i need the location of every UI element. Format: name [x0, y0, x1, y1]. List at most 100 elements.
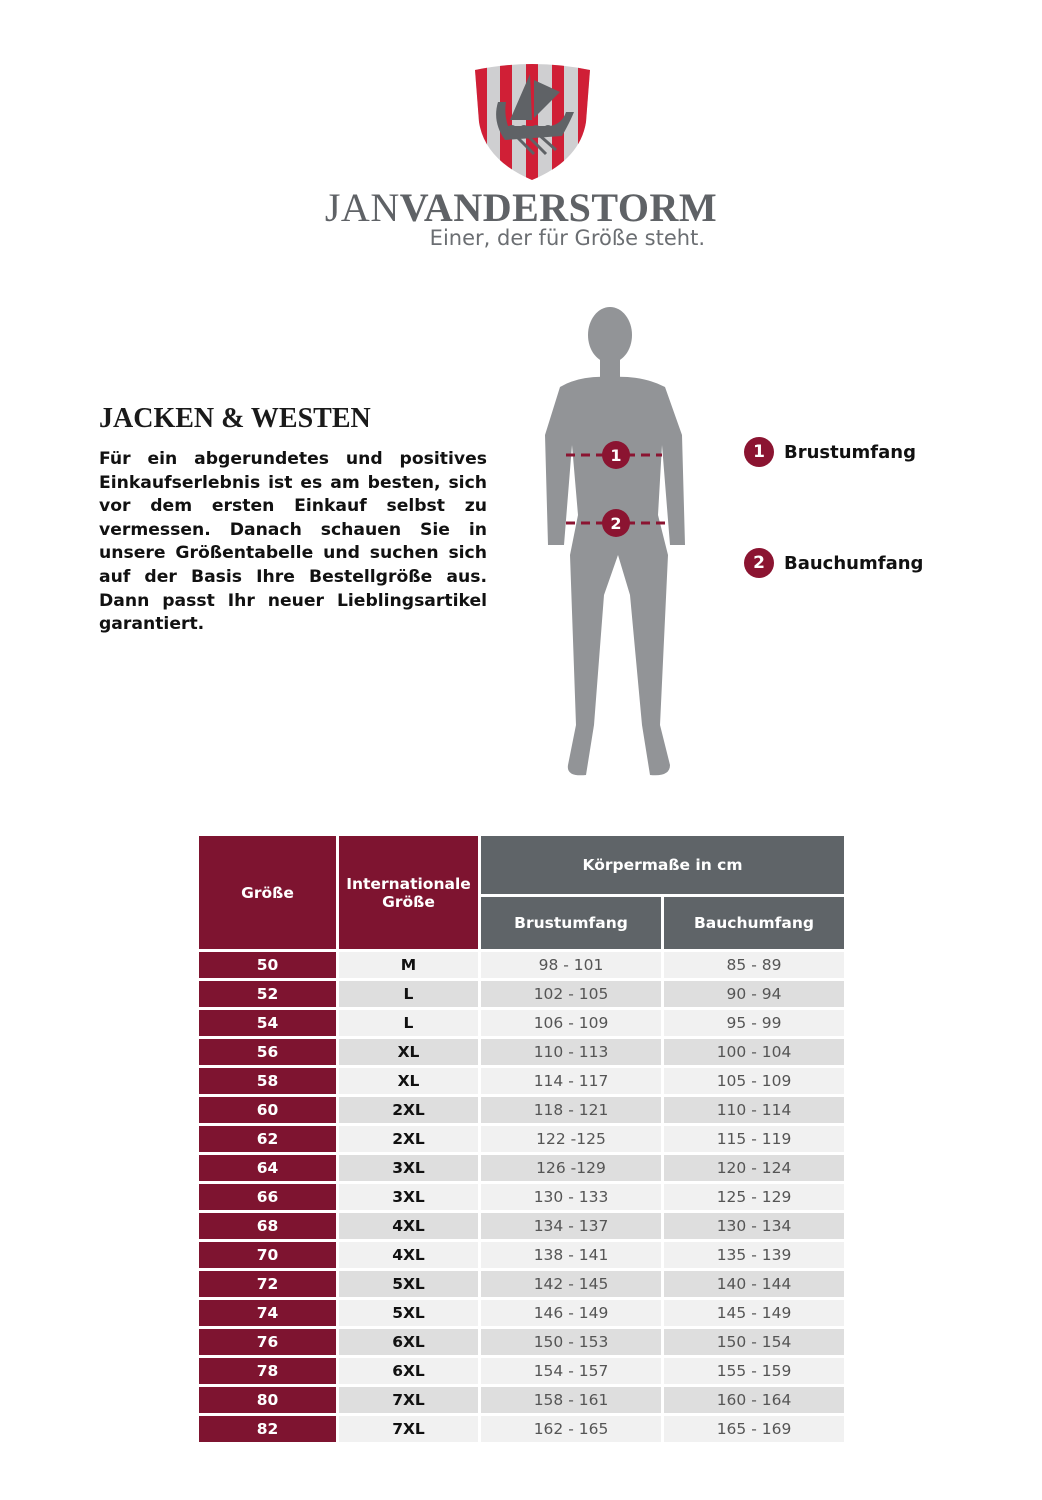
number-badge: 2	[744, 548, 774, 578]
header-intl-size: Internationale Größe	[339, 836, 478, 949]
chest-cell: 146 - 149	[481, 1300, 661, 1326]
belly-cell: 115 - 119	[664, 1126, 844, 1152]
table-row: 76 6XL 150 - 153 150 - 154	[199, 1329, 844, 1355]
intl-size-cell: 7XL	[339, 1387, 478, 1413]
size-cell: 64	[199, 1155, 336, 1181]
number-badge: 1	[744, 437, 774, 467]
belly-cell: 155 - 159	[664, 1358, 844, 1384]
table-row: 82 7XL 162 - 165 165 - 169	[199, 1416, 844, 1442]
belly-cell: 95 - 99	[664, 1010, 844, 1036]
intl-size-cell: 4XL	[339, 1213, 478, 1239]
marker-1	[602, 441, 630, 469]
table-row: 62 2XL 122 -125 115 - 119	[199, 1126, 844, 1152]
size-cell: 76	[199, 1329, 336, 1355]
intl-size-cell: XL	[339, 1039, 478, 1065]
chest-cell: 154 - 157	[481, 1358, 661, 1384]
table-row: 50 M 98 - 101 85 - 89	[199, 952, 844, 978]
legend-item-belly: 2 Bauchumfang	[744, 548, 923, 578]
table-row: 58 XL 114 - 117 105 - 109	[199, 1068, 844, 1094]
intl-size-cell: 5XL	[339, 1271, 478, 1297]
chest-cell: 122 -125	[481, 1126, 661, 1152]
table-row: 70 4XL 138 - 141 135 - 139	[199, 1242, 844, 1268]
table-row: 68 4XL 134 - 137 130 - 134	[199, 1213, 844, 1239]
table-row: 54 L 106 - 109 95 - 99	[199, 1010, 844, 1036]
chest-cell: 134 - 137	[481, 1213, 661, 1239]
body-silhouette-figure: 1 2	[545, 307, 685, 776]
table-row: 72 5XL 142 - 145 140 - 144	[199, 1271, 844, 1297]
intl-size-cell: L	[339, 1010, 478, 1036]
legend-label: Bauchumfang	[784, 552, 924, 574]
chest-cell: 126 -129	[481, 1155, 661, 1181]
legend-item-chest: 1 Brustumfang	[744, 437, 916, 467]
table-row: 52 L 102 - 105 90 - 94	[199, 981, 844, 1007]
header-body-measures: Körpermaße in cm	[481, 836, 844, 894]
table-row: 56 XL 110 - 113 100 - 104	[199, 1039, 844, 1065]
header-size: Größe	[199, 836, 336, 949]
size-cell: 74	[199, 1300, 336, 1326]
table-row: 78 6XL 154 - 157 155 - 159	[199, 1358, 844, 1384]
belly-cell: 125 - 129	[664, 1184, 844, 1210]
belly-cell: 160 - 164	[664, 1387, 844, 1413]
chest-cell: 98 - 101	[481, 952, 661, 978]
size-cell: 60	[199, 1097, 336, 1123]
brand-wordmark: JANVANDERSTORM	[324, 185, 718, 230]
size-cell: 58	[199, 1068, 336, 1094]
section-title: JACKEN & WESTEN	[99, 403, 371, 434]
intl-size-cell: 6XL	[339, 1358, 478, 1384]
table-row: 74 5XL 146 - 149 145 - 149	[199, 1300, 844, 1326]
belly-cell: 165 - 169	[664, 1416, 844, 1442]
belly-cell: 110 - 114	[664, 1097, 844, 1123]
table-row: 64 3XL 126 -129 120 - 124	[199, 1155, 844, 1181]
legend-label: Brustumfang	[784, 441, 916, 463]
chest-cell: 162 - 165	[481, 1416, 661, 1442]
table-row: 66 3XL 130 - 133 125 - 129	[199, 1184, 844, 1210]
chest-cell: 138 - 141	[481, 1242, 661, 1268]
size-cell: 54	[199, 1010, 336, 1036]
size-cell: 70	[199, 1242, 336, 1268]
belly-cell: 150 - 154	[664, 1329, 844, 1355]
svg-text:1: 1	[610, 446, 621, 465]
belly-cell: 105 - 109	[664, 1068, 844, 1094]
chest-cell: 130 - 133	[481, 1184, 661, 1210]
brand-tagline: Einer, der für Größe steht.	[429, 226, 705, 250]
svg-text:2: 2	[610, 514, 621, 533]
header-chest: Brustumfang	[481, 897, 661, 949]
chest-cell: 150 - 153	[481, 1329, 661, 1355]
intl-size-cell: 2XL	[339, 1126, 478, 1152]
section-description: Für ein abgerundetes und positives Einka…	[99, 449, 487, 635]
intl-size-cell: 6XL	[339, 1329, 478, 1355]
size-cell: 56	[199, 1039, 336, 1065]
belly-cell: 120 - 124	[664, 1155, 844, 1181]
size-cell: 62	[199, 1126, 336, 1152]
size-cell: 78	[199, 1358, 336, 1384]
belly-cell: 135 - 139	[664, 1242, 844, 1268]
intl-size-cell: 4XL	[339, 1242, 478, 1268]
belly-cell: 90 - 94	[664, 981, 844, 1007]
intl-size-cell: 3XL	[339, 1155, 478, 1181]
intl-size-cell: 5XL	[339, 1300, 478, 1326]
intl-size-cell: 3XL	[339, 1184, 478, 1210]
chest-cell: 106 - 109	[481, 1010, 661, 1036]
chest-cell: 118 - 121	[481, 1097, 661, 1123]
belly-cell: 100 - 104	[664, 1039, 844, 1065]
chest-cell: 110 - 113	[481, 1039, 661, 1065]
size-cell: 80	[199, 1387, 336, 1413]
brand-shield-logo	[475, 64, 590, 180]
table-row: 60 2XL 118 - 121 110 - 114	[199, 1097, 844, 1123]
belly-cell: 140 - 144	[664, 1271, 844, 1297]
table-row: 80 7XL 158 - 161 160 - 164	[199, 1387, 844, 1413]
chest-cell: 114 - 117	[481, 1068, 661, 1094]
marker-2	[602, 509, 630, 537]
chest-cell: 158 - 161	[481, 1387, 661, 1413]
header-belly: Bauchumfang	[664, 897, 844, 949]
size-cell: 52	[199, 981, 336, 1007]
intl-size-cell: 2XL	[339, 1097, 478, 1123]
intl-size-cell: M	[339, 952, 478, 978]
belly-cell: 130 - 134	[664, 1213, 844, 1239]
intl-size-cell: XL	[339, 1068, 478, 1094]
size-cell: 66	[199, 1184, 336, 1210]
chest-cell: 102 - 105	[481, 981, 661, 1007]
size-cell: 72	[199, 1271, 336, 1297]
belly-cell: 85 - 89	[664, 952, 844, 978]
size-table: Größe Internationale Größe Körpermaße in…	[196, 833, 847, 1445]
